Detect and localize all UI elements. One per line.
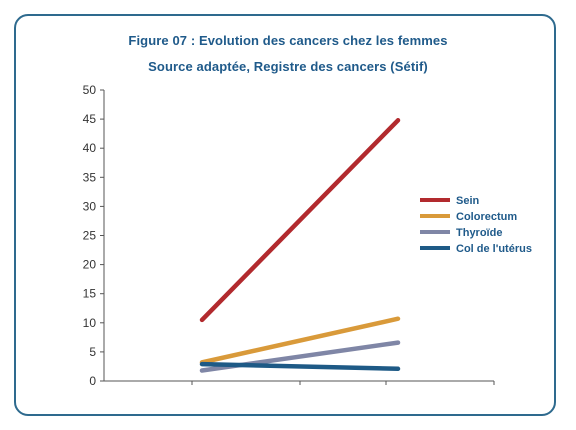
y-tick-label: 15 [83, 287, 97, 301]
y-tick-label: 35 [83, 170, 97, 184]
y-tick-label: 45 [83, 112, 97, 126]
y-axis-ticks: 0 5 10 15 20 25 30 35 40 45 50 [83, 83, 104, 388]
legend-label: Colorectum [456, 211, 517, 223]
legend-label: Sein [456, 195, 480, 207]
series-line-sein [199, 118, 401, 323]
y-tick-label: 30 [83, 199, 97, 213]
y-tick-label: 25 [83, 229, 97, 243]
series-line-col-de-l-ut-rus [199, 361, 401, 372]
y-tick-label: 10 [83, 316, 97, 330]
series-line-colorectum [199, 316, 401, 365]
chart-series [199, 118, 401, 373]
y-tick-label: 20 [83, 258, 97, 272]
y-tick-label: 40 [83, 141, 97, 155]
y-tick-label: 0 [89, 374, 96, 388]
legend-label: Col de l'utérus [456, 243, 532, 255]
y-tick-label: 50 [83, 83, 97, 97]
chart-title: Figure 07 : Evolution des cancers chez l… [128, 33, 448, 48]
chart-subtitle: Source adaptée, Registre des cancers (Sé… [148, 59, 428, 74]
legend-label: Thyroïde [456, 227, 502, 239]
chart-legend: Sein Colorectum Thyroïde Col de l'utérus [420, 195, 532, 255]
y-tick-label: 5 [89, 345, 96, 359]
